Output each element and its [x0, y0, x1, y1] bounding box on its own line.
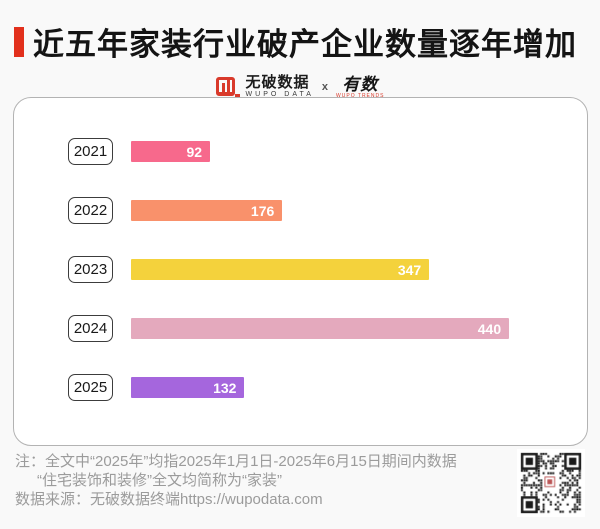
- logo-dot-shape: [234, 94, 240, 99]
- chart-row-2023: 2023 347: [14, 240, 587, 299]
- page-title: 近五年家装行业破产企业数量逐年增加: [33, 27, 577, 62]
- bar-track-2024: 440: [131, 318, 571, 339]
- bar-value-2022: 176: [250, 202, 275, 219]
- bar-track-2022: 176: [131, 200, 571, 221]
- year-label-2024: 2024: [68, 315, 113, 342]
- year-label-2021: 2021: [68, 138, 113, 165]
- chart-row-2024: 2024 440: [14, 299, 587, 358]
- chart-row-2022: 2022 176: [14, 181, 587, 240]
- bar-value-2021: 92: [186, 143, 203, 160]
- bar-value-2023: 347: [397, 261, 422, 278]
- header: 近五年家装行业破产企业数量逐年增加: [0, 0, 600, 64]
- wupo-data-logo-icon: [215, 75, 240, 99]
- brand-youshu-subtitle: WUPO TRENDS: [336, 92, 385, 99]
- brand-wupo-data: 无破数据 WUPO DATA: [246, 75, 314, 99]
- chart-row-2021: 2021 92: [14, 122, 587, 181]
- footnote-data-source: 数据来源：无破数据终端https://wupodata.com: [15, 491, 323, 508]
- brand-wupo-name: 无破数据: [245, 74, 310, 91]
- logo-frame-shape: [215, 77, 235, 96]
- brand-wupo-subtitle: WUPO DATA: [245, 91, 314, 98]
- footnotes: 注：全文中“2025年”均指2025年1月1日-2025年6月15日期间内数据 …: [15, 452, 457, 509]
- bar-track-2023: 347: [131, 259, 571, 280]
- bar-chart-card: 2021 92 2022 176 2023 347 2024 440: [13, 97, 588, 446]
- logo-bar-shape: [226, 80, 230, 92]
- title-accent-bar: [14, 26, 24, 57]
- bar-track-2025: 132: [131, 377, 571, 398]
- bar-value-2024: 440: [477, 320, 502, 337]
- brand-youshu-name: 有数: [342, 74, 379, 94]
- footnote-abbreviation: “住宅装饰和装修”全文均简称为“家装”: [37, 472, 282, 489]
- brand-separator: x: [321, 81, 329, 93]
- logo-bar-shape: [221, 83, 225, 92]
- bar-2025: 132: [131, 377, 245, 398]
- bar-value-2025: 132: [213, 379, 237, 396]
- brand-youshu: 有数 WUPO TRENDS: [336, 76, 384, 99]
- bar-2022: 176: [131, 200, 283, 221]
- chart-row-2025: 2025 132: [14, 358, 587, 417]
- qr-code: [517, 449, 585, 517]
- bar-2021: 92: [131, 141, 211, 162]
- bar-track-2021: 92: [131, 141, 571, 162]
- year-label-2022: 2022: [68, 197, 113, 224]
- brand-logo-row: 无破数据 WUPO DATA x 有数 WUPO TRENDS: [0, 72, 600, 102]
- footnote-definition: 注：全文中“2025年”均指2025年1月1日-2025年6月15日期间内数据: [15, 453, 457, 470]
- year-label-2023: 2023: [68, 256, 113, 283]
- bar-2024: 440: [131, 318, 510, 339]
- bar-2023: 347: [131, 259, 430, 280]
- year-label-2025: 2025: [68, 374, 113, 401]
